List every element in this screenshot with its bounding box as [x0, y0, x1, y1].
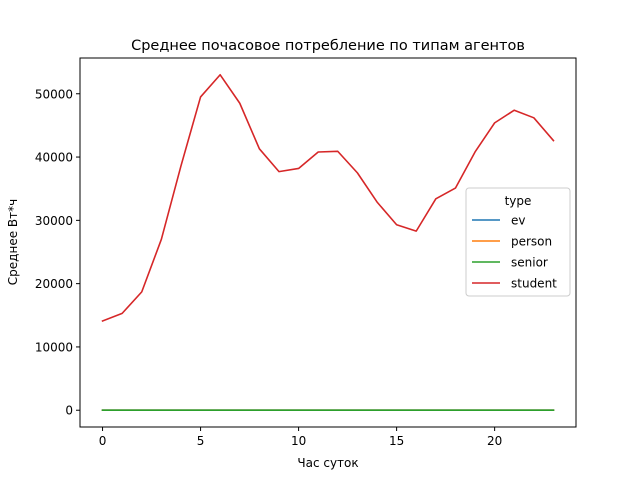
y-tick-label: 0 [65, 404, 73, 418]
legend-frame [465, 187, 571, 297]
legend-label-student: student [511, 277, 557, 291]
x-tick-label: 15 [389, 434, 404, 448]
x-tick-label: 20 [487, 434, 502, 448]
legend-label-person: person [511, 235, 552, 249]
y-tick-label: 20000 [35, 277, 73, 291]
y-axis-title: Среднее Вт*ч [6, 199, 20, 285]
chart-title: Среднее почасовое потребление по типам а… [131, 38, 525, 54]
y-tick-label: 50000 [35, 87, 73, 101]
y-tick-label: 40000 [35, 151, 73, 165]
legend-title: type [505, 194, 532, 208]
x-tick-label: 10 [291, 434, 306, 448]
plot-area-frame [79, 57, 577, 428]
legend: type ev person senior student [465, 187, 571, 297]
axes-layer: 0 5 10 15 20 0 10000 20000 30000 40000 50000 [35, 87, 502, 448]
series-layer [101, 73, 555, 412]
legend-label-senior: senior [511, 256, 548, 270]
legend-items: ev person senior student [472, 214, 557, 291]
legend-label-ev: ev [511, 214, 525, 228]
x-axis-title: Час суток [297, 456, 358, 470]
x-tick-label: 0 [99, 434, 107, 448]
y-tick-label: 10000 [35, 340, 73, 354]
x-tick-label: 5 [197, 434, 205, 448]
y-tick-label: 30000 [35, 214, 73, 228]
series-line-student [101, 73, 555, 323]
